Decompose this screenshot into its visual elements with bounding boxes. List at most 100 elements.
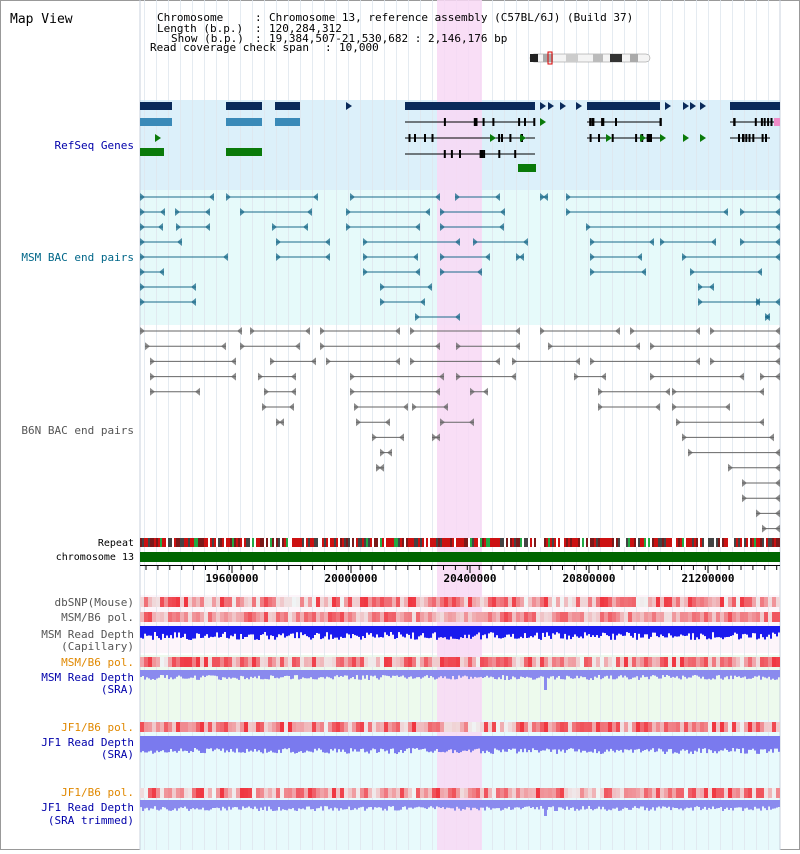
read-depth-bar [724,670,726,678]
msm-bac-pair-end [485,253,490,261]
repeat-element [326,538,328,547]
read-depth-bar [678,670,680,679]
read-depth-bar [258,800,260,811]
read-depth-bar [348,736,350,754]
read-depth-bar [520,670,522,677]
polymorphism-cell [684,722,688,732]
msm-sra-depth-label[interactable]: MSM Read Depth [41,671,134,684]
read-depth-bar [434,800,436,810]
read-depth-bar [318,626,320,634]
chromosome-separator: : [255,11,262,24]
read-depth-bar [504,800,506,809]
read-depth-bar [692,626,694,634]
read-depth-bar [476,800,478,809]
read-depth-bar [468,670,470,680]
msm-bac-track[interactable] [140,193,780,321]
jf1-b6-pol-label-1[interactable]: JF1/B6 pol. [61,721,134,734]
read-depth-bar [508,670,510,680]
polymorphism-cell [776,788,780,798]
polymorphism-cell [248,788,252,798]
read-depth-bar [144,800,146,809]
polymorphism-cell [524,722,528,732]
polymorphism-cell [580,597,584,607]
read-depth-bar [540,626,542,640]
read-depth-bar [376,670,378,679]
read-depth-bar [590,736,592,752]
b6n-bac-track[interactable] [140,327,780,533]
read-depth-bar [364,670,366,679]
polymorphism-cell [608,657,612,667]
polymorphism-cell [772,722,776,732]
read-depth-bar [660,626,662,635]
read-depth-bar [350,626,352,639]
read-depth-tracks[interactable] [140,626,780,816]
polymorphism-cell [396,788,400,798]
msm-bac-pair-end [307,208,312,216]
chromosome-ideogram[interactable] [529,51,651,65]
read-depth-bar [552,670,554,677]
jf1-sra-depth-label[interactable]: JF1 Read Depth [41,736,134,749]
read-depth-bar [752,800,754,811]
msm-b6-pol-label-1[interactable]: MSM/B6 pol. [61,611,134,624]
b6n-bac-pair-end [682,433,687,442]
read-depth-bar [526,670,528,677]
jf1-b6-pol-label-2[interactable]: JF1/B6 pol. [61,786,134,799]
msm-bac-pair-end [205,208,210,216]
polymorphism-heatmap-tracks[interactable] [140,597,780,798]
polymorphism-cell [600,612,604,622]
read-depth-bar [434,736,436,751]
read-depth-bar [496,670,498,680]
chromosome-track-label[interactable]: chromosome 13 [56,552,134,563]
read-depth-bar [690,626,692,640]
polymorphism-cell [684,612,688,622]
repeat-element [296,538,298,547]
repeat-label[interactable]: Repeat [98,538,134,549]
b6n-bac-pair-end [775,357,780,366]
read-depth-bar [296,670,298,676]
polymorphism-cell [268,788,272,798]
read-depth-bar [492,736,494,754]
read-depth-bar [486,670,488,676]
read-depth-bar [518,800,520,808]
repeat-track[interactable] [140,538,780,547]
read-depth-bar [342,800,344,810]
read-depth-bar [338,670,340,678]
polymorphism-cell [156,597,160,607]
read-depth-bar [272,800,274,811]
read-depth-bar [258,736,260,751]
msm-b6-pol-label-2[interactable]: MSM/B6 pol. [61,656,134,669]
read-depth-bar [432,800,434,808]
b6n-bac-label[interactable]: B6N BAC end pairs [21,424,134,437]
jf1-trimmed-depth-label[interactable]: JF1 Read Depth [41,801,134,814]
read-depth-bar [586,670,588,680]
read-depth-bar [154,626,156,632]
read-depth-bar [634,626,636,633]
chromosome-bar[interactable] [140,552,780,562]
polymorphism-cell [236,657,240,667]
read-depth-bar [472,626,474,637]
gene-exon [611,134,614,142]
read-depth-bar [444,670,446,677]
refseq-genes-track[interactable] [140,102,780,172]
polymorphism-cell [300,788,304,798]
polymorphism-cell [536,722,540,732]
polymorphism-cell [304,657,308,667]
read-depth-bar [490,800,492,810]
msm-bac-pair-end [240,208,245,216]
read-depth-bar [676,800,678,808]
read-depth-bar [476,670,478,678]
polymorphism-cell [232,722,236,732]
polymorphism-cell [196,612,200,622]
gene-exon [450,150,453,158]
polymorphism-cell [452,597,456,607]
msm-capillary-depth-label[interactable]: MSM Read Depth [41,628,134,641]
highlight-region[interactable] [437,0,482,850]
read-depth-bar [594,670,596,677]
dbsnp-label[interactable]: dbSNP(Mouse) [55,596,134,609]
msm-bac-label[interactable]: MSM BAC end pairs [21,251,134,264]
refseq-genes-label[interactable]: RefSeq Genes [55,139,134,152]
read-depth-bar [384,626,386,633]
read-depth-bar [662,670,664,676]
read-depth-bar [438,670,440,678]
read-depth-bar [324,736,326,753]
